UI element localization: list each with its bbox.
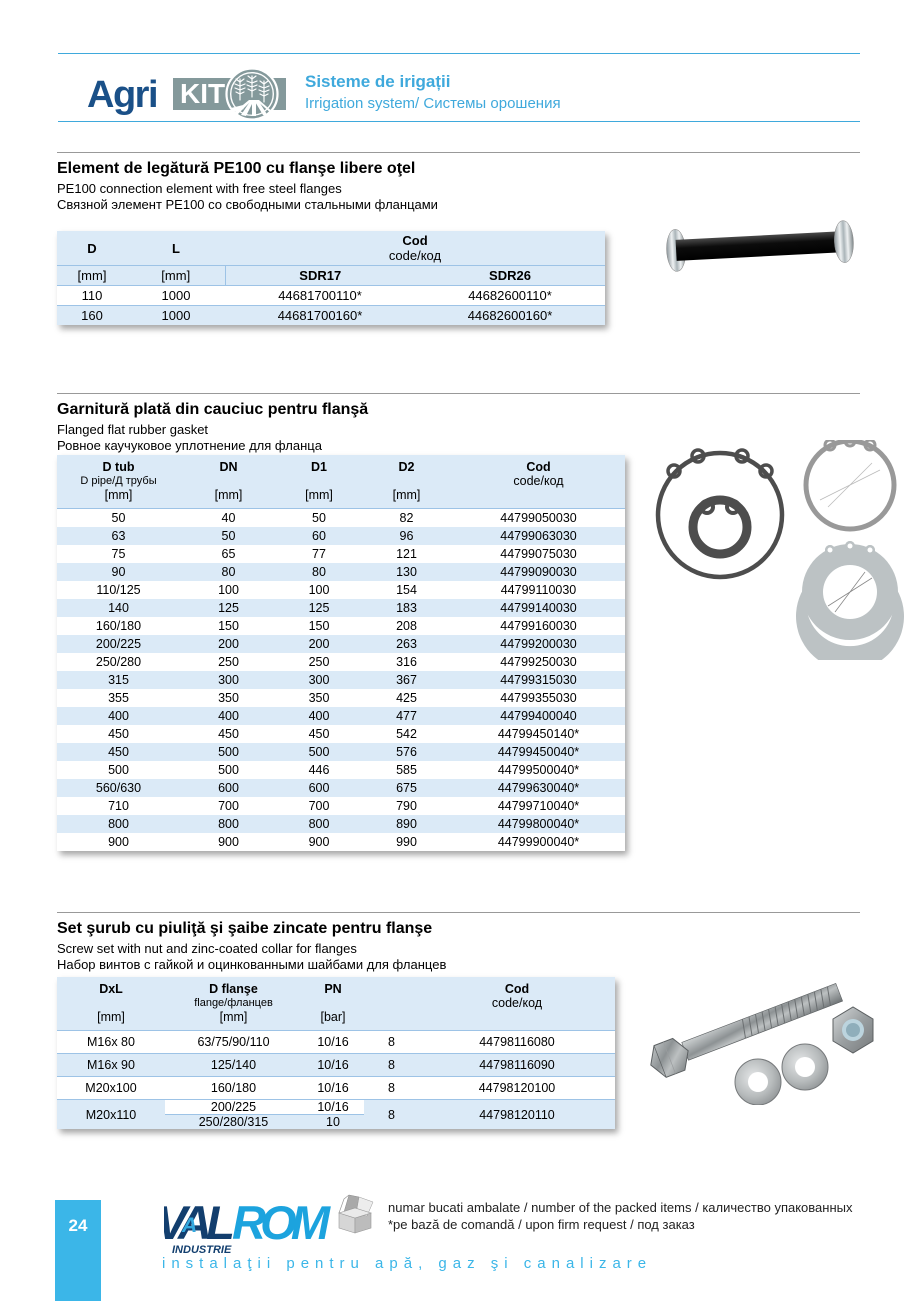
svg-text:VAL: VAL	[164, 1196, 232, 1249]
svg-text:KIT: KIT	[180, 78, 225, 109]
svg-text:ROM: ROM	[232, 1196, 331, 1249]
svg-text:Irrigation system/ Системы оро: Irrigation system/ Системы орошения	[305, 95, 561, 112]
svg-text:A: A	[181, 1214, 197, 1237]
svg-text:Sisteme de irigații: Sisteme de irigații	[305, 72, 451, 91]
svg-text:Agri: Agri	[87, 74, 157, 116]
